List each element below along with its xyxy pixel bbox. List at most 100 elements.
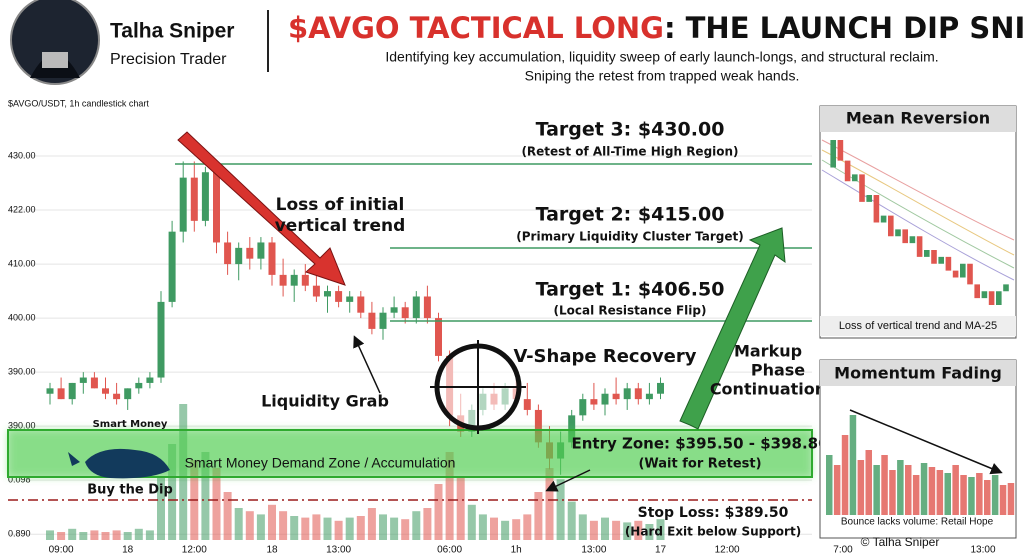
x-tick-label: 18 <box>266 545 278 556</box>
y-tick-label: 390.00 <box>8 366 36 376</box>
candle-body <box>634 388 642 400</box>
candle-body <box>57 388 65 400</box>
annotation: Entry Zone: $395.50 - $398.80 <box>571 435 828 453</box>
inset-volume <box>920 463 928 515</box>
candle-body <box>301 274 309 286</box>
volume-bar <box>567 501 576 540</box>
volume-bar <box>390 517 399 540</box>
volume-bar <box>612 520 621 540</box>
x-tick-label: 18 <box>122 545 134 556</box>
target-title: Target 2: $415.00 <box>536 204 725 226</box>
volume-bar <box>123 532 132 540</box>
target-title: Target 3: $430.00 <box>536 119 725 141</box>
candle-body <box>179 177 187 232</box>
candle-body <box>645 393 653 400</box>
inset-candle <box>945 256 952 271</box>
volume-bar <box>334 520 343 540</box>
target-note: (Primary Liquidity Cluster Target) <box>516 230 743 244</box>
annotation: Buy the Dip <box>87 483 173 498</box>
candle-body <box>135 382 143 389</box>
inset-volume <box>881 455 888 515</box>
target-note: (Local Resistance Flip) <box>554 304 707 318</box>
volume-bar <box>134 528 143 540</box>
inset-candle <box>988 291 995 305</box>
inset-candle <box>859 174 865 202</box>
moving-average <box>821 169 1015 281</box>
inset-volume <box>991 475 999 515</box>
inset-volume <box>826 455 833 515</box>
candle-body <box>423 296 431 319</box>
target-note: (Retest of All-Time High Region) <box>521 145 738 159</box>
candle-body <box>590 399 598 405</box>
volume-bar <box>501 520 510 540</box>
inset-frame <box>819 105 1017 339</box>
inset-volume <box>857 460 865 515</box>
inset-header <box>820 106 1016 132</box>
annotation: Liquidity Grab <box>261 392 389 411</box>
inset-candle <box>1003 284 1009 292</box>
subtitle: Sniping the retest from trapped weak han… <box>525 68 800 84</box>
volume-bar <box>356 516 365 540</box>
candle-body <box>246 247 254 259</box>
inset-candle <box>880 215 887 223</box>
inset-volume <box>873 465 880 515</box>
volume-bar <box>467 504 476 540</box>
volume-bar <box>223 492 232 540</box>
inset-candle <box>967 263 973 285</box>
inset-candle <box>924 250 930 257</box>
candle-body <box>401 307 409 319</box>
volume-bar <box>145 530 154 540</box>
inset-candle <box>902 229 908 244</box>
candle-body <box>68 382 76 400</box>
candle-body <box>534 409 542 443</box>
inset-volume <box>960 475 967 515</box>
volume-bar <box>312 514 321 540</box>
volume-bar <box>68 528 77 540</box>
moving-average <box>821 139 1015 241</box>
candle-body <box>46 388 54 394</box>
inset-candle <box>974 284 980 299</box>
annotation: Stop Loss: $389.50 <box>638 505 789 521</box>
candle-body <box>357 296 365 313</box>
volume-bar <box>57 532 66 540</box>
volume-bar <box>401 519 410 540</box>
volume-bar <box>645 524 654 540</box>
candle-body <box>412 296 420 319</box>
candle-body <box>201 172 209 221</box>
candle-body <box>235 247 243 265</box>
volume-bar <box>101 532 110 540</box>
volume-bar <box>379 514 387 540</box>
candle-body <box>601 393 609 405</box>
candle-body <box>324 291 331 297</box>
annotation: vertical trend <box>275 216 406 236</box>
annotation: V-Shape Recovery <box>513 346 696 367</box>
inset-candle <box>852 174 858 182</box>
inset-volume <box>976 473 983 515</box>
inset-volume <box>936 470 944 515</box>
inset-volume <box>999 485 1007 515</box>
volume-bar <box>268 504 276 540</box>
candle-body <box>346 296 354 302</box>
volume-bar <box>578 514 587 540</box>
volume-bar <box>534 492 543 540</box>
volume-bar <box>601 517 609 540</box>
y-tick-label: 430.00 <box>8 150 36 160</box>
volume-bar <box>434 484 443 540</box>
inset-volume <box>944 473 951 515</box>
inset-candle <box>931 250 937 264</box>
volume-bar <box>345 517 354 540</box>
annotation: (Wait for Retest) <box>638 457 761 472</box>
candle-body <box>102 388 109 394</box>
candle-body <box>90 377 98 389</box>
volume-bar <box>367 508 376 540</box>
candle-body <box>612 393 620 400</box>
y-tick-label: 0.890 <box>8 529 31 539</box>
green-arrow <box>679 227 786 430</box>
inset-volume <box>968 477 975 515</box>
inset-candle <box>996 291 1002 305</box>
x-tick-label: 12:00 <box>715 545 740 556</box>
x-tick-label: 1h <box>511 545 522 556</box>
chart-label: $AVGO/USDT, 1h candlestick chart <box>8 98 149 108</box>
candle-body <box>190 177 198 221</box>
whale <box>68 448 170 479</box>
